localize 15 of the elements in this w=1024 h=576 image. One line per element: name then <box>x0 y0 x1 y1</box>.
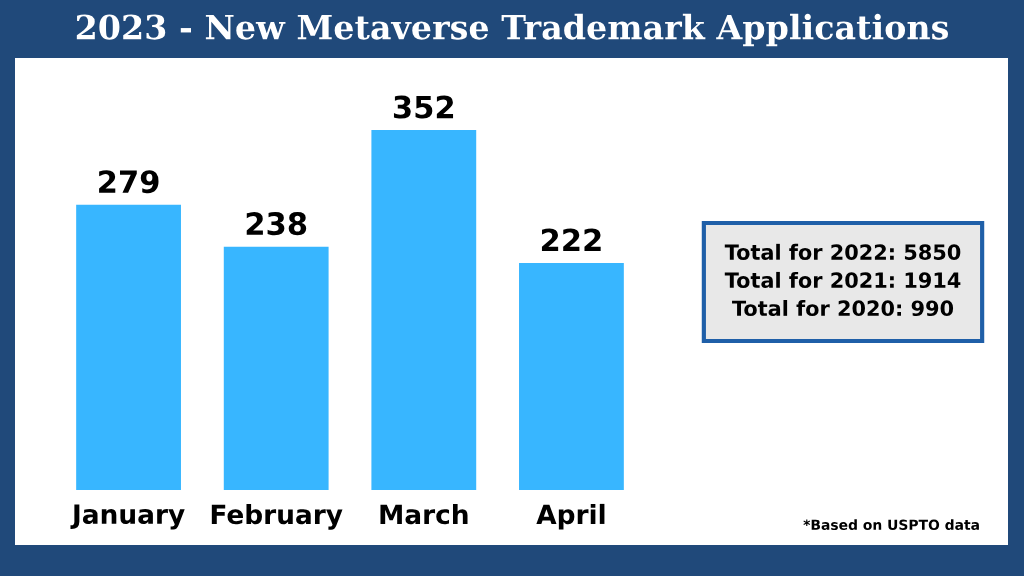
bar <box>519 263 624 490</box>
data-label: 352 <box>393 95 454 119</box>
data-label: 279 <box>99 170 159 194</box>
text: *Based on USPTO data <box>803 519 979 531</box>
x-tick-label: March <box>380 503 468 525</box>
data-label: 222 <box>541 228 601 252</box>
x-tick-label: February <box>211 503 343 530</box>
text: Total for 2022: 5850 Total for 2021: 1914 Total for 2020: 990 <box>724 243 961 317</box>
data-label: 238 <box>246 212 307 236</box>
x-tick-label: January <box>70 504 185 530</box>
x-tick-label: April <box>536 503 605 530</box>
bar <box>371 130 477 490</box>
bar <box>223 246 329 490</box>
chart-title: 2023 - New Metaverse Trademark Applications <box>76 13 949 47</box>
bar <box>76 204 181 490</box>
